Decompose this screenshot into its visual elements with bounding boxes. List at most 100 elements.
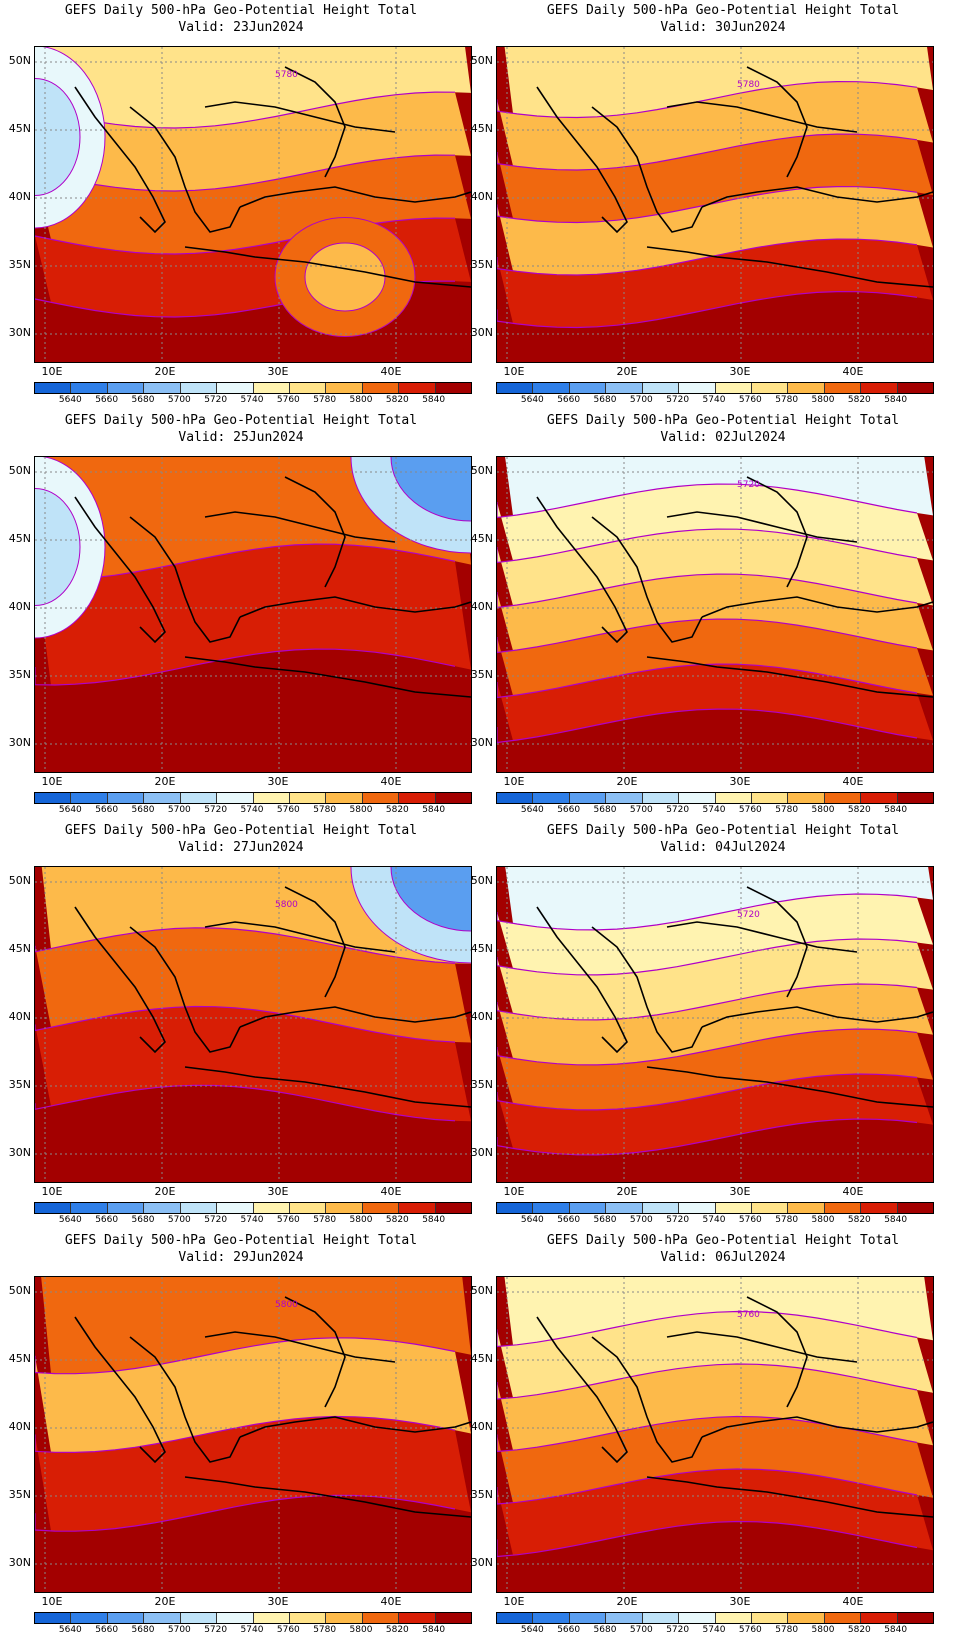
colorbar-label: 5660	[95, 1625, 119, 1635]
height-band	[35, 92, 471, 191]
lat-label: 50N	[8, 54, 31, 67]
contour-line	[497, 1073, 918, 1111]
lon-label: 10E	[503, 1185, 525, 1198]
height-map: 5800	[34, 866, 472, 1183]
map-panel: GEFS Daily 500-hPa Geo-Potential Height …	[471, 1230, 964, 1640]
colorbar-label: 5740	[702, 1625, 726, 1635]
colorbar-label: 5640	[58, 1625, 82, 1635]
lon-label: 40E	[842, 365, 864, 378]
coastline	[746, 66, 808, 178]
coastline	[239, 1006, 471, 1028]
colorbar-label: 5820	[847, 1625, 871, 1635]
colorbar-swatch	[289, 1203, 327, 1213]
colorbar-swatch	[399, 1203, 436, 1213]
contour-line	[497, 938, 918, 976]
colorbar-swatch	[35, 1613, 72, 1623]
colorbar-label: 5780	[775, 805, 799, 815]
colorbar-swatch	[679, 383, 716, 393]
colorbar	[496, 382, 934, 394]
colorbar-label: 5720	[204, 805, 228, 815]
colorbar-label: 5800	[811, 1215, 835, 1225]
colorbar-label: 5740	[702, 395, 726, 405]
contour-line	[497, 1310, 918, 1348]
height-map	[34, 456, 472, 773]
map-svg: 5780	[497, 47, 933, 362]
lat-label: 30N	[470, 1556, 493, 1569]
coastline	[184, 656, 471, 698]
colorbar-label: 5680	[131, 1625, 155, 1635]
colorbar-label: 5640	[58, 1215, 82, 1225]
coastline	[184, 1476, 471, 1518]
lon-label: 10E	[41, 775, 63, 788]
colorbar-label: 5780	[775, 1625, 799, 1635]
colorbar-swatch	[897, 383, 934, 393]
colorbar-swatch	[326, 1203, 363, 1213]
map-panel: GEFS Daily 500-hPa Geo-Potential Height …	[0, 1230, 482, 1640]
colorbar-swatch	[861, 1203, 898, 1213]
contour-line	[35, 1494, 456, 1532]
contour-line	[497, 1363, 918, 1400]
colorbar-label: 5700	[629, 395, 653, 405]
contour-line	[497, 1520, 918, 1558]
contour-line	[497, 185, 918, 224]
colorbar-swatch	[751, 383, 789, 393]
panel-title: GEFS Daily 500-hPa Geo-Potential Height …	[546, 413, 900, 428]
height-map: 5780	[34, 46, 472, 363]
coastline	[204, 101, 396, 133]
lon-label: 20E	[616, 775, 638, 788]
colorbar-label: 5840	[422, 395, 446, 405]
colorbar-swatch	[107, 1203, 145, 1213]
colorbar-label: 5740	[240, 1625, 264, 1635]
contour-line	[35, 648, 456, 686]
lat-label: 35N	[470, 258, 493, 271]
colorbar-swatch	[326, 1613, 363, 1623]
contour-line	[497, 983, 918, 1021]
colorbar-swatch	[35, 1203, 72, 1213]
lat-label: 40N	[470, 600, 493, 613]
colorbar-label: 5760	[276, 1215, 300, 1225]
colorbar-swatch	[861, 1613, 898, 1623]
colorbar-swatch	[253, 793, 290, 803]
map-panel: GEFS Daily 500-hPa Geo-Potential Height …	[0, 410, 482, 820]
lat-label: 40N	[8, 600, 31, 613]
height-band	[35, 1337, 471, 1453]
colorbar-label: 5700	[167, 395, 191, 405]
contour-line	[35, 927, 456, 964]
contour-label: 5760	[737, 1310, 760, 1320]
height-band	[35, 155, 471, 254]
height-map: 5760	[496, 1276, 934, 1593]
colorbar-label: 5780	[313, 1215, 337, 1225]
coastline	[591, 106, 703, 233]
contour-line	[497, 618, 918, 654]
colorbar-label: 5700	[629, 1215, 653, 1225]
colorbar-swatch	[326, 793, 363, 803]
colorbar-label: 5780	[775, 395, 799, 405]
height-band	[497, 894, 933, 975]
map-svg: 5760	[497, 1277, 933, 1592]
colorbar-label: 5660	[557, 805, 581, 815]
contour-line	[35, 154, 456, 192]
panel-title: GEFS Daily 500-hPa Geo-Potential Height …	[64, 823, 418, 838]
lat-label: 45N	[470, 942, 493, 955]
colorbar-swatch	[217, 383, 254, 393]
colorbar-swatch	[71, 1203, 108, 1213]
colorbar-swatch	[144, 383, 181, 393]
colorbar-swatch	[569, 1203, 607, 1213]
colorbar-label: 5740	[240, 1215, 264, 1225]
lat-label: 35N	[8, 1488, 31, 1501]
colorbar-label: 5780	[313, 395, 337, 405]
contour-line	[497, 238, 918, 276]
contour-label: 5780	[737, 80, 760, 90]
contour-line	[497, 708, 918, 744]
colorbar-label: 5800	[349, 1215, 373, 1225]
colorbar-swatch	[533, 1613, 570, 1623]
lon-label: 20E	[154, 1595, 176, 1608]
height-map: 5780	[496, 46, 934, 363]
colorbar-label: 5640	[520, 1625, 544, 1635]
coastline	[204, 1331, 396, 1363]
contour-line	[497, 528, 918, 564]
colorbar-swatch	[180, 383, 218, 393]
lat-label: 50N	[470, 464, 493, 477]
colorbar-swatch	[107, 1613, 145, 1623]
colorbar-swatch	[569, 383, 607, 393]
